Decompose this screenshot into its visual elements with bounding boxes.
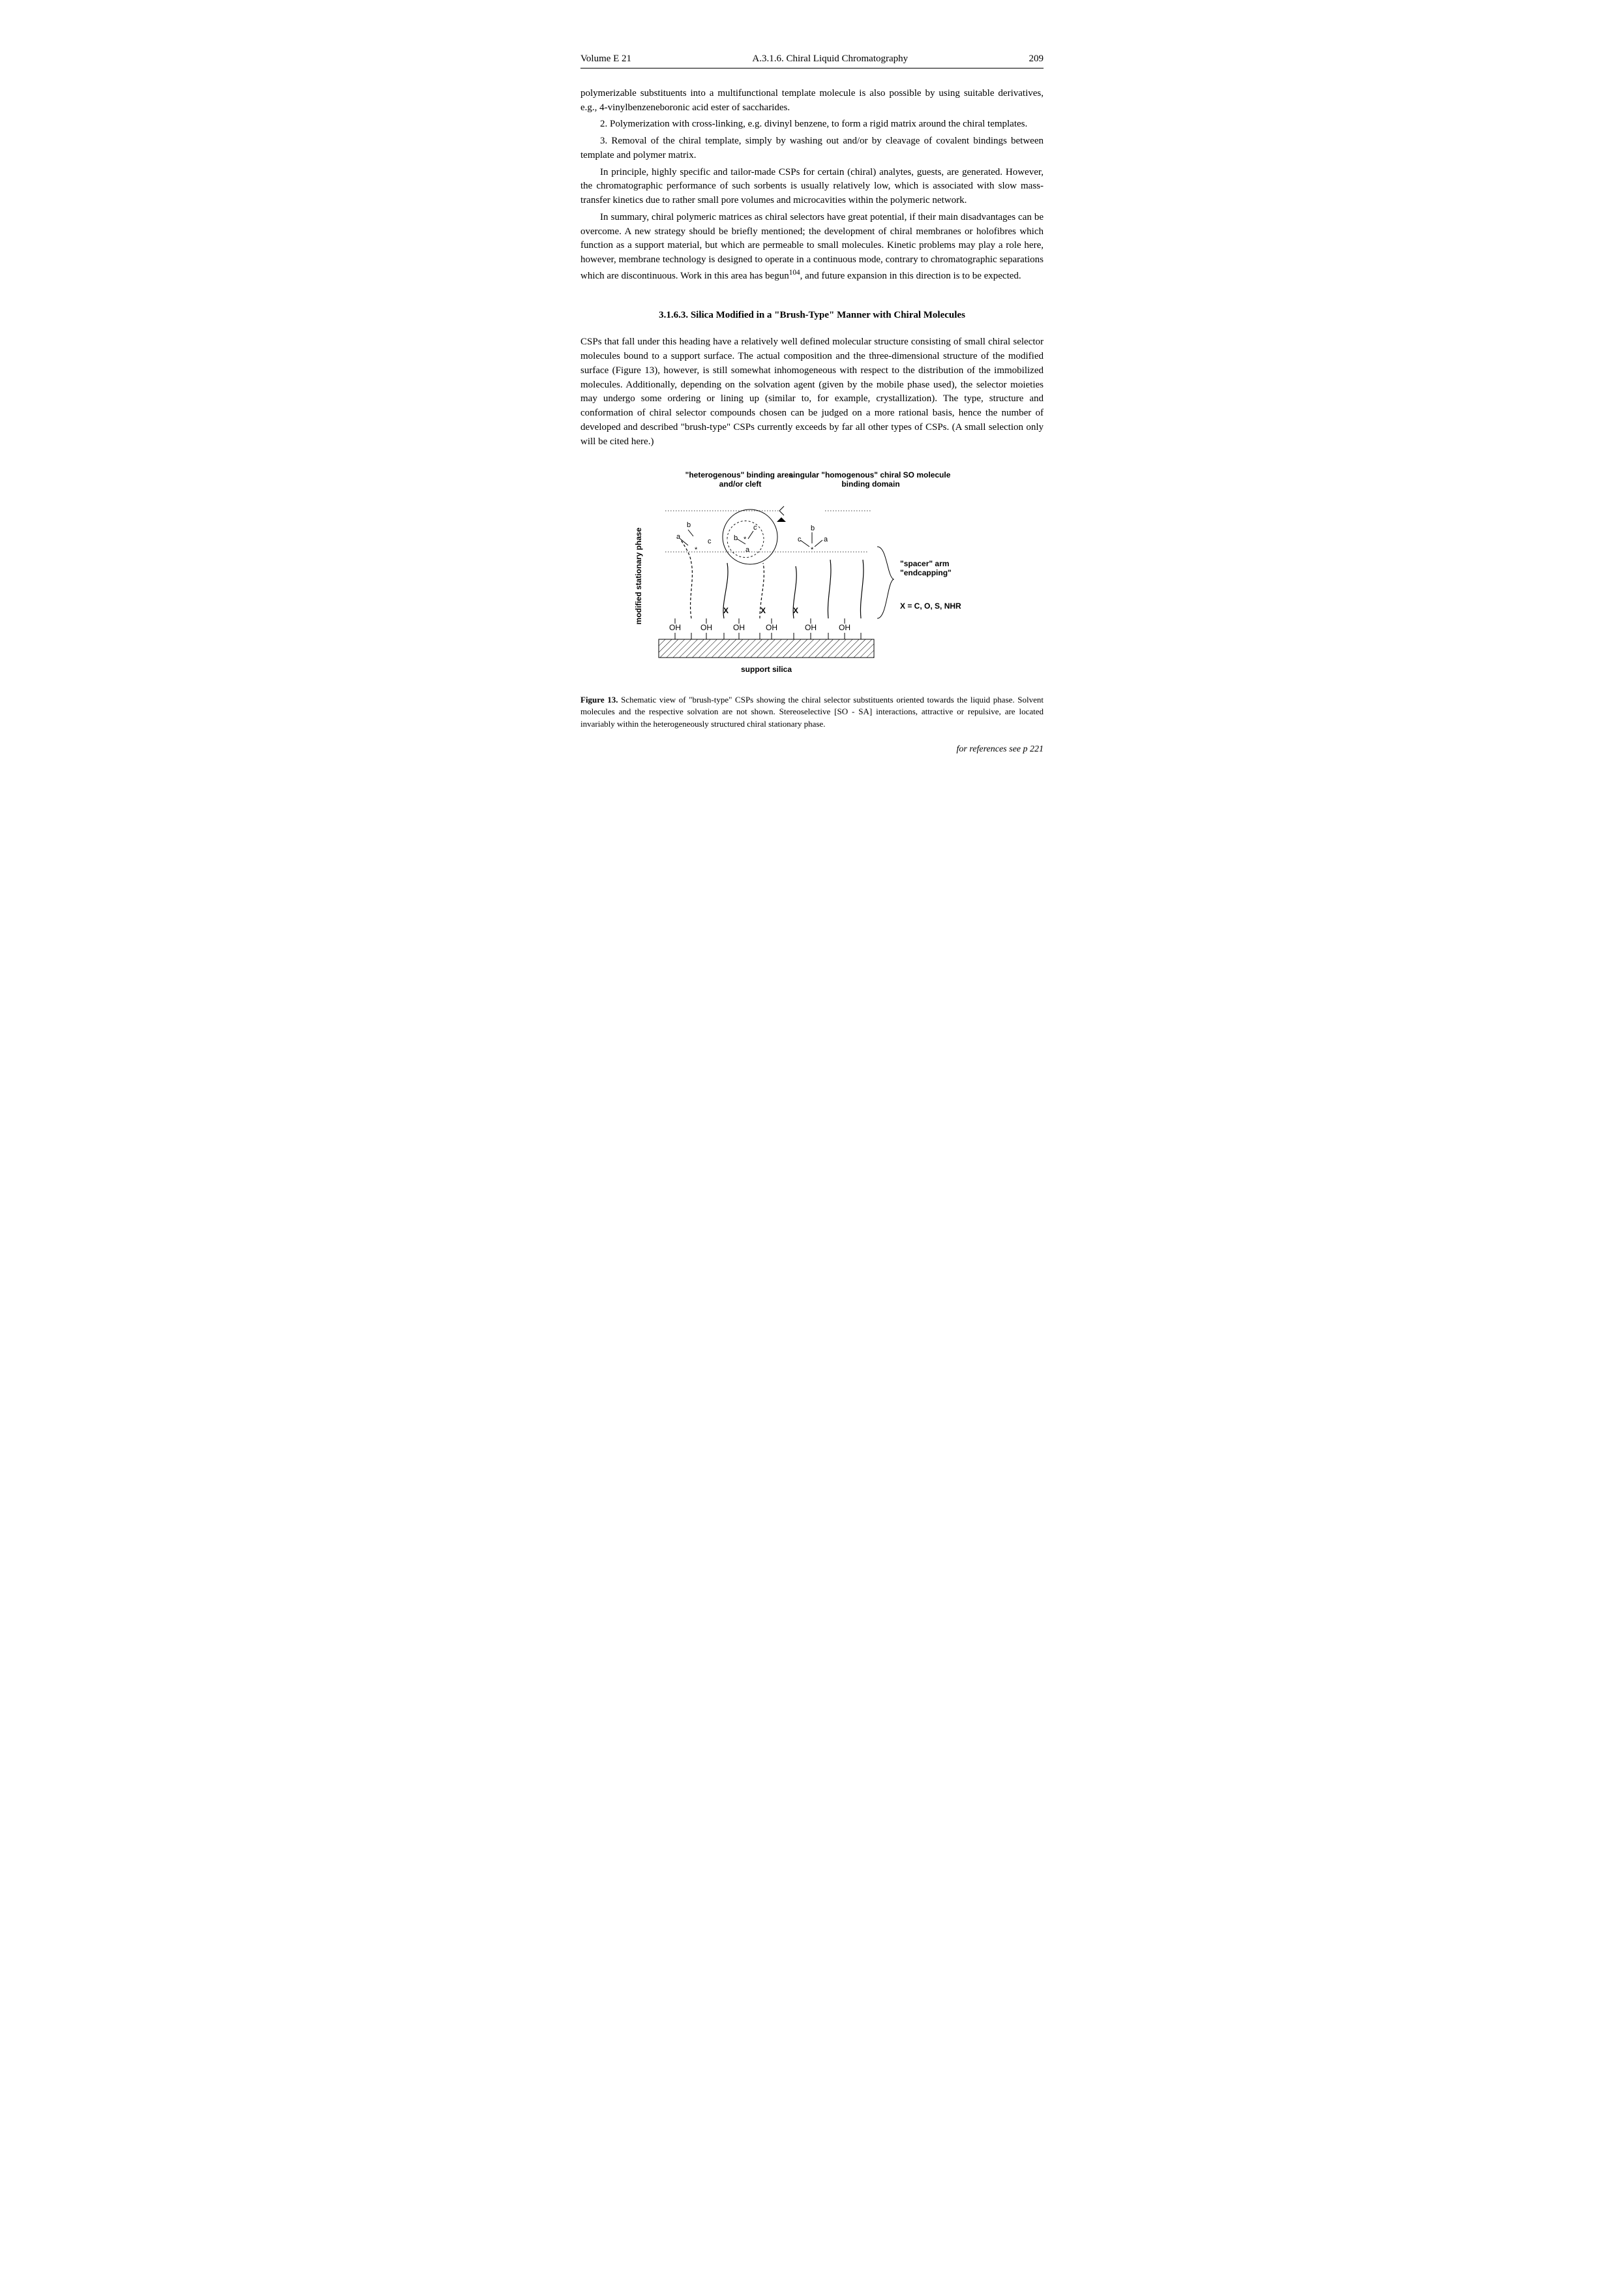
body-paragraph: In principle, highly specific and tailor… — [580, 166, 1044, 208]
svg-text:OH: OH — [669, 623, 681, 632]
figure-13-svg: "heterogenous" binding area and/or cleft… — [629, 468, 995, 684]
figure-13: "heterogenous" binding area and/or cleft… — [580, 468, 1044, 730]
svg-text:OH: OH — [766, 623, 777, 632]
abc-labels: a b c * b a c * c b a * — [676, 521, 828, 554]
svg-text:a: a — [824, 536, 828, 543]
oh-labels: OH OH OH OH OH OH — [669, 623, 850, 632]
svg-text:OH: OH — [839, 623, 850, 632]
brace-icon — [877, 547, 894, 618]
footer-references: for references see p 221 — [580, 743, 1044, 756]
svg-text:b: b — [687, 521, 691, 529]
header-page-number: 209 — [1029, 52, 1044, 67]
svg-text:OH: OH — [733, 623, 745, 632]
header-left: Volume E 21 — [580, 52, 631, 67]
svg-text:X: X — [793, 606, 798, 615]
arrowhead-icon — [777, 517, 786, 522]
body-paragraph: 3. Removal of the chiral template, simpl… — [580, 134, 1044, 163]
cluster-circle — [723, 509, 777, 564]
figure-caption: Figure 13. Schematic view of "brush-type… — [580, 694, 1044, 730]
svg-text:*: * — [695, 546, 698, 554]
svg-text:a: a — [745, 546, 750, 554]
svg-text:OH: OH — [700, 623, 712, 632]
svg-text:*: * — [744, 536, 747, 543]
svg-text:X: X — [760, 606, 766, 615]
svg-text:c: c — [708, 538, 712, 545]
svg-text:*: * — [811, 546, 814, 554]
svg-text:a: a — [676, 533, 681, 541]
figure-label-xdef: X = C, O, S, NHR — [900, 601, 961, 611]
svg-text:c: c — [753, 524, 757, 532]
figure-caption-lead: Figure 13. — [580, 695, 618, 705]
figure-label-spacer: "spacer" arm "endcapping" — [900, 559, 952, 577]
citation-ref: 104 — [789, 269, 800, 277]
figure-label-bottom: support silica — [741, 665, 792, 674]
section-heading: 3.1.6.3. Silica Modified in a "Brush-Typ… — [580, 309, 1044, 323]
svg-text:c: c — [798, 536, 802, 543]
body-paragraph: In summary, chiral polymeric matrices as… — [580, 211, 1044, 284]
svg-text:b: b — [734, 534, 738, 542]
svg-text:OH: OH — [805, 623, 817, 632]
header-center: A.3.1.6. Chiral Liquid Chromatography — [752, 52, 908, 67]
x-labels: X X X — [723, 606, 798, 615]
svg-text:b: b — [811, 524, 815, 532]
page-header: Volume E 21 A.3.1.6. Chiral Liquid Chrom… — [580, 52, 1044, 68]
body-paragraph: 2. Polymerization with cross-linking, e.… — [580, 117, 1044, 132]
section-paragraph: CSPs that fall under this heading have a… — [580, 335, 1044, 449]
body-paragraph: polymerizable substituents into a multif… — [580, 87, 1044, 115]
spacer-arms-group — [680, 539, 864, 618]
figure-label-yaxis: modified stationary phase — [634, 528, 643, 625]
silica-hatch — [659, 639, 874, 658]
figure-label-top-right: singular "homogenous" chiral SO molecule… — [789, 470, 952, 489]
svg-text:X: X — [723, 606, 729, 615]
figure-label-top-left: "heterogenous" binding area and/or cleft — [685, 470, 796, 489]
body-text: , and future expansion in this direction… — [800, 271, 1021, 281]
arrowhead-icon — [779, 506, 784, 515]
figure-caption-text: Schematic view of "brush-type" CSPs show… — [580, 695, 1044, 728]
